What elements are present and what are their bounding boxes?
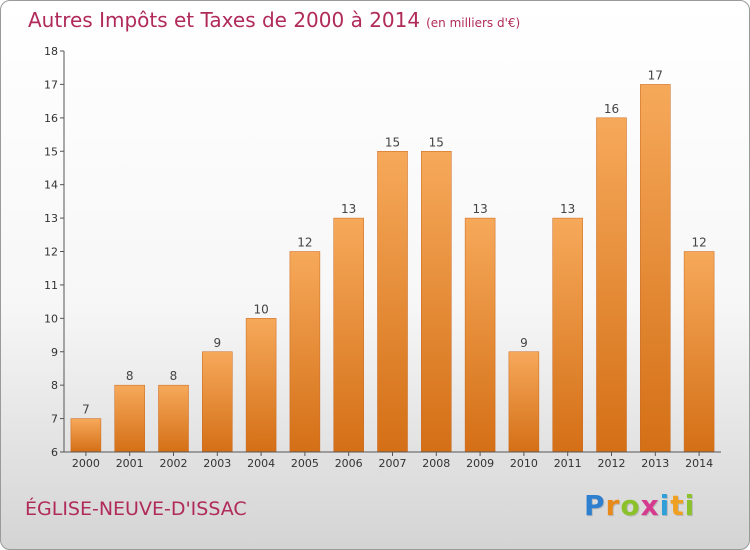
x-tick-label: 2000 xyxy=(72,457,100,470)
logo-letter: i xyxy=(684,489,696,522)
logo-letter: r xyxy=(605,489,621,522)
y-tick-label: 8 xyxy=(51,379,58,392)
data-label: 9 xyxy=(213,336,221,350)
bar xyxy=(552,217,583,453)
y-tick-label: 11 xyxy=(44,279,58,292)
data-label: 12 xyxy=(297,236,312,250)
y-tick-label: 14 xyxy=(44,179,58,192)
bar xyxy=(202,351,233,453)
x-tick-label: 2008 xyxy=(422,457,450,470)
x-tick-label: 2006 xyxy=(335,457,363,470)
y-tick-label: 13 xyxy=(44,212,58,225)
logo-letter: i xyxy=(659,489,671,522)
logo-letter: t xyxy=(670,489,685,522)
chart-unit: (en milliers d'€) xyxy=(426,16,521,30)
x-tick-label: 2005 xyxy=(291,457,319,470)
data-label: 9 xyxy=(520,336,528,350)
bar xyxy=(683,251,715,453)
data-label: 8 xyxy=(126,369,134,383)
data-label: 10 xyxy=(253,302,268,316)
x-tick-label: 2012 xyxy=(598,457,626,470)
data-label: 13 xyxy=(341,202,356,216)
data-label: 7 xyxy=(82,403,90,417)
bars-group: 7 8 8 9 10 12 13 15 15 13 9 13 16 17 12 xyxy=(70,68,715,453)
bar xyxy=(464,217,496,453)
y-tick-label: 17 xyxy=(44,78,58,91)
y-tick-label: 12 xyxy=(44,246,58,259)
x-tick-label: 2001 xyxy=(116,457,144,470)
commune-name: ÉGLISE-NEUVE-D'ISSAC xyxy=(25,498,247,520)
bar xyxy=(245,318,277,453)
y-tick-label: 9 xyxy=(51,346,58,359)
x-tick-label: 2014 xyxy=(685,457,713,470)
y-tick-label: 6 xyxy=(51,446,58,459)
x-tick-label: 2013 xyxy=(641,457,669,470)
x-tick-label: 2011 xyxy=(554,457,582,470)
data-label: 16 xyxy=(604,102,619,116)
data-label: 15 xyxy=(429,135,444,149)
data-label: 8 xyxy=(170,369,178,383)
x-tick-label: 2009 xyxy=(466,457,494,470)
axes-group: 2000 2001 2002 2003 2004 2005 2006 2007 2008 2009… xyxy=(44,45,721,470)
y-tick-label: 10 xyxy=(44,312,58,325)
bar xyxy=(333,217,364,453)
bar xyxy=(289,251,321,453)
x-tick-label: 2003 xyxy=(203,457,231,470)
chart-title: Autres Impôts et Taxes de 2000 à 2014 (en… xyxy=(28,8,520,32)
chart-title-text: Autres Impôts et Taxes de 2000 à 2014 xyxy=(28,8,421,32)
bar xyxy=(114,384,145,453)
logo-letter: x xyxy=(640,489,660,522)
data-label: 13 xyxy=(560,202,575,216)
data-label: 12 xyxy=(691,236,706,250)
y-tick-label: 16 xyxy=(44,112,58,125)
data-label: 17 xyxy=(648,68,663,82)
logo-letter: P xyxy=(584,489,606,522)
data-label: 15 xyxy=(385,135,400,149)
y-tick-label: 7 xyxy=(51,413,58,426)
bar xyxy=(377,151,408,453)
bar xyxy=(70,418,102,453)
x-tick-label: 2007 xyxy=(379,457,407,470)
x-tick-label: 2002 xyxy=(160,457,188,470)
bar xyxy=(421,151,452,453)
data-label: 13 xyxy=(472,202,487,216)
logo-letter: o xyxy=(620,489,641,522)
bar xyxy=(508,351,540,453)
bar xyxy=(596,117,627,453)
bar xyxy=(640,84,671,453)
proxiti-logo[interactable]: Proxiti xyxy=(584,489,695,522)
y-tick-label: 18 xyxy=(44,45,58,58)
x-tick-label: 2010 xyxy=(510,457,538,470)
y-tick-label: 15 xyxy=(44,145,58,158)
bar xyxy=(158,384,189,453)
x-tick-label: 2004 xyxy=(247,457,275,470)
